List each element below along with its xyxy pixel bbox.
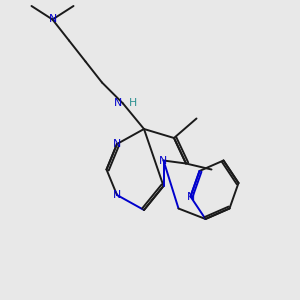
Text: N: N	[113, 98, 122, 109]
Text: H: H	[129, 98, 138, 109]
Text: N: N	[159, 155, 168, 166]
Text: N: N	[113, 190, 121, 200]
Text: N: N	[186, 191, 195, 202]
Text: N: N	[48, 14, 57, 25]
Text: N: N	[113, 139, 121, 149]
